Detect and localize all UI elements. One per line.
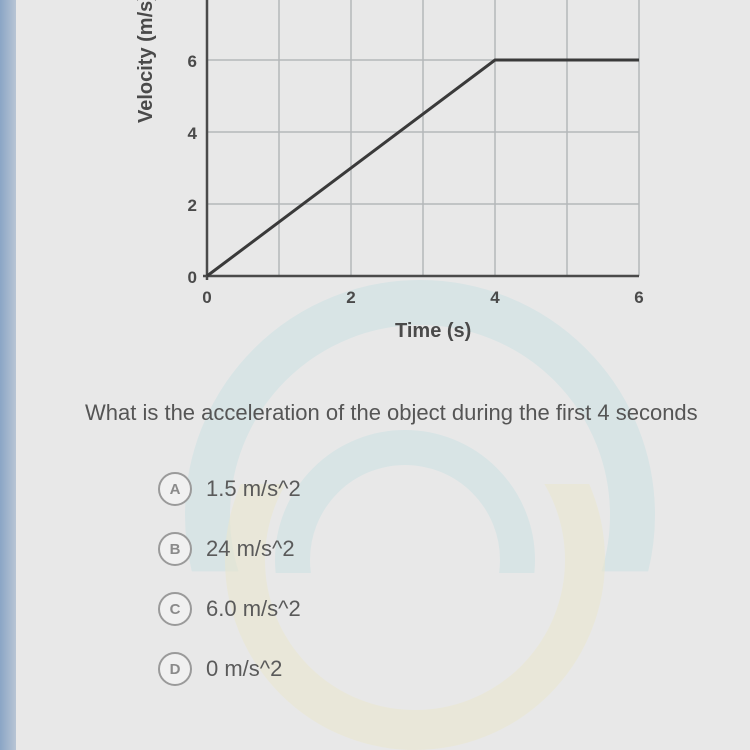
ytick-6: 6 — [177, 52, 197, 72]
window-left-edge — [0, 0, 16, 750]
xtick-4: 4 — [485, 288, 505, 308]
answer-choices: A 1.5 m/s^2 B 24 m/s^2 C 6.0 m/s^2 D 0 m… — [158, 472, 301, 686]
choice-d[interactable]: D 0 m/s^2 — [158, 652, 301, 686]
choice-b[interactable]: B 24 m/s^2 — [158, 532, 301, 566]
chart-svg — [201, 0, 651, 288]
choice-a-text: 1.5 m/s^2 — [206, 476, 301, 502]
x-axis-label: Time (s) — [395, 320, 471, 343]
choice-c-text: 6.0 m/s^2 — [206, 596, 301, 622]
ytick-0: 0 — [177, 268, 197, 288]
question-text: What is the acceleration of the object d… — [85, 400, 745, 426]
choice-d-text: 0 m/s^2 — [206, 656, 282, 682]
choice-c[interactable]: C 6.0 m/s^2 — [158, 592, 301, 626]
xtick-2: 2 — [341, 288, 361, 308]
choice-a-bubble: A — [158, 472, 192, 506]
xtick-6: 6 — [629, 288, 649, 308]
choice-b-text: 24 m/s^2 — [206, 536, 295, 562]
xtick-0: 0 — [197, 288, 217, 308]
velocity-time-chart: Velocity (m/s) Time (s) 8 6 4 2 0 0 2 4 … — [135, 0, 635, 348]
choice-b-bubble: B — [158, 532, 192, 566]
ytick-2: 2 — [177, 196, 197, 216]
choice-d-bubble: D — [158, 652, 192, 686]
y-axis-label: Velocity (m/s) — [135, 0, 158, 123]
choice-a[interactable]: A 1.5 m/s^2 — [158, 472, 301, 506]
ytick-4: 4 — [177, 124, 197, 144]
choice-c-bubble: C — [158, 592, 192, 626]
